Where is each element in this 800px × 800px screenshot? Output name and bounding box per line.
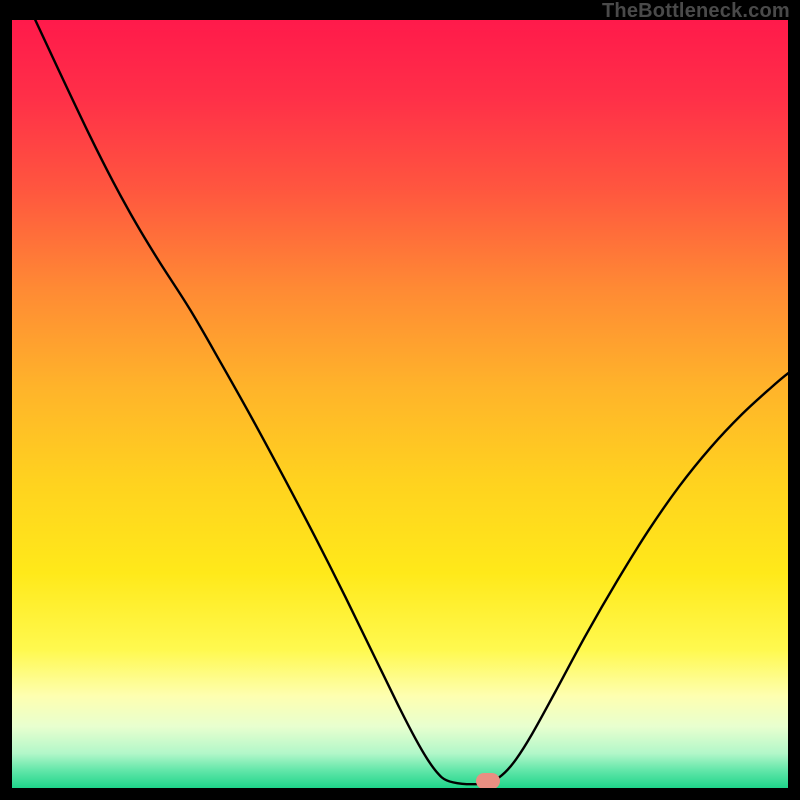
- v-curve-path: [35, 20, 788, 784]
- v-curve-svg: [12, 20, 788, 788]
- minimum-marker: [476, 773, 500, 788]
- chart-frame: TheBottleneck.com: [0, 0, 800, 800]
- border-left: [0, 0, 12, 800]
- watermark-text: TheBottleneck.com: [602, 0, 790, 23]
- border-bottom: [0, 788, 800, 800]
- plot-area: [12, 20, 788, 788]
- border-right: [788, 0, 800, 800]
